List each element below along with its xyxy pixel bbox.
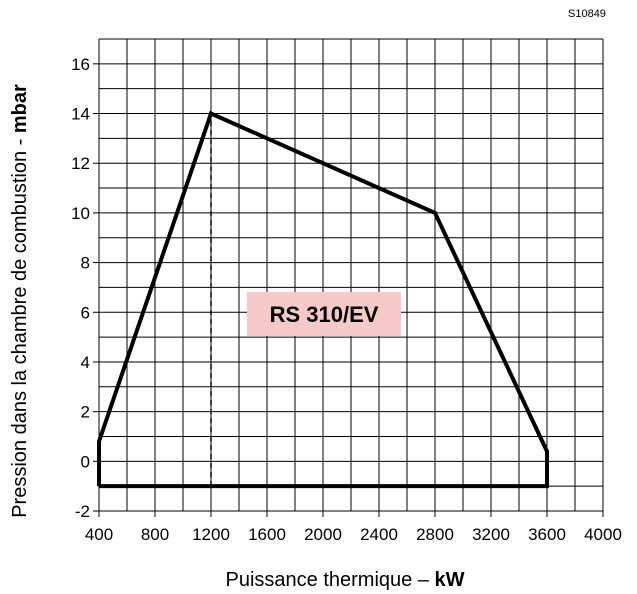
x-axis-unit: kW bbox=[435, 569, 465, 591]
y-tick-label: 2 bbox=[81, 403, 90, 422]
y-tick-label: 0 bbox=[81, 452, 90, 471]
y-tick-label: 6 bbox=[81, 303, 90, 322]
x-tick-label: 4000 bbox=[584, 525, 622, 544]
x-axis-label: Puissance thermique – bbox=[225, 569, 429, 591]
y-tick-label: 10 bbox=[71, 204, 90, 223]
x-tick-label: 3600 bbox=[528, 525, 566, 544]
x-tick-label: 1600 bbox=[248, 525, 286, 544]
y-tick-label: 12 bbox=[71, 154, 90, 173]
y-tick-label: 16 bbox=[71, 55, 90, 74]
y-tick-label: 8 bbox=[81, 254, 90, 273]
series-marks bbox=[97, 110, 549, 489]
y-tick-label: 14 bbox=[71, 105, 90, 124]
model-label: RS 310/EV bbox=[270, 302, 379, 327]
y-tick-label: 4 bbox=[81, 353, 90, 372]
y-tick-label: -2 bbox=[75, 502, 90, 521]
x-tick-label: 1200 bbox=[192, 525, 230, 544]
x-tick-label: 2000 bbox=[304, 525, 342, 544]
x-tick-label: 2800 bbox=[416, 525, 454, 544]
series-line-operating-range bbox=[97, 110, 549, 489]
grid bbox=[98, 38, 604, 512]
y-axis-label: Pression dans la chambre de combustion - bbox=[9, 139, 31, 518]
y-axis-ticks: -2 0 2 4 6 8 10 12 14 16 bbox=[71, 55, 99, 521]
x-tick-label: 3200 bbox=[472, 525, 510, 544]
x-axis-title: Puissance thermique – kW bbox=[225, 569, 464, 591]
x-tick-label: 2400 bbox=[360, 525, 398, 544]
y-axis-unit: mbar bbox=[9, 84, 31, 133]
figure-code: S10849 bbox=[568, 8, 606, 20]
x-tick-label: 800 bbox=[141, 525, 169, 544]
y-axis-title: Pression dans la chambre de combustion -… bbox=[9, 84, 31, 518]
x-axis-ticks: 400 800 1200 1600 2000 2400 2800 3200 3600 4000 bbox=[85, 511, 622, 544]
x-tick-label: 400 bbox=[85, 525, 113, 544]
model-label-background bbox=[247, 292, 401, 336]
